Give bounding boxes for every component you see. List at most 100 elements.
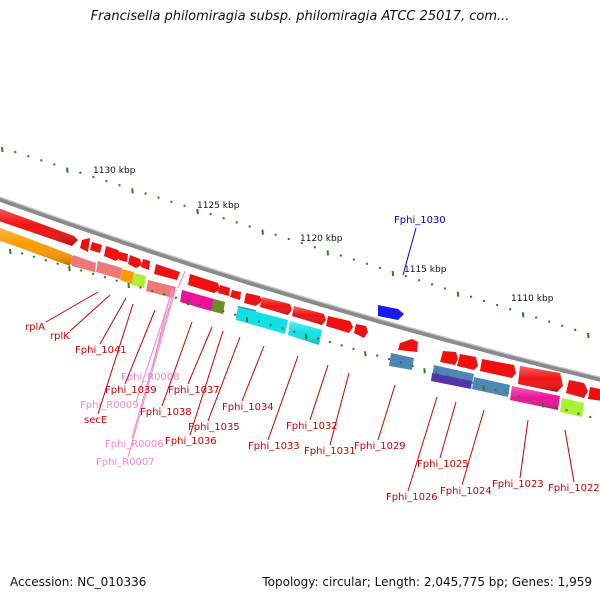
gene-label[interactable]: Fphi_1039 [105, 385, 157, 396]
cog-shade [288, 321, 322, 345]
gene-arrow[interactable] [440, 351, 458, 365]
tick-mark [157, 196, 160, 199]
label-leader-line [402, 227, 417, 276]
gene-arrow[interactable] [128, 255, 142, 268]
gene-label[interactable]: Fphi_R0008 [121, 372, 180, 383]
tick-mark [1, 146, 4, 153]
gene-arrow[interactable] [398, 339, 418, 352]
tick-mark [560, 324, 564, 327]
trna-leaders [127, 270, 186, 458]
tick-mark [430, 283, 434, 286]
gene-arrow[interactable] [188, 274, 220, 293]
gene-arrow[interactable] [326, 316, 353, 333]
tick-mark [222, 217, 225, 220]
gene-label[interactable]: Fphi_1026 [386, 492, 438, 503]
cog-segment-orange[interactable] [120, 269, 134, 284]
gene-labels: rplA rplK Fphi_1041 Fphi_R0008 Fphi_1039 Fphi… [25, 215, 600, 503]
gene-label[interactable]: Fphi_1041 [75, 345, 127, 356]
gene-arrow[interactable] [480, 359, 516, 378]
label-leader-line [241, 345, 265, 402]
scale-label: 1125 kbp [197, 201, 240, 211]
gene-arrow[interactable] [244, 293, 262, 306]
gene-arrow-blue[interactable] [378, 305, 404, 320]
cog-segment-salmon[interactable] [96, 261, 122, 279]
tick-mark [469, 295, 473, 299]
label-leader-line [189, 330, 224, 436]
tick-mark [313, 245, 317, 249]
gene-arrow[interactable] [566, 380, 588, 398]
cog-segment-purple[interactable] [431, 373, 472, 389]
gene-label[interactable]: Fphi_1023 [492, 479, 544, 490]
tick-mark [387, 357, 391, 361]
gene-label[interactable]: Fphi_1024 [440, 486, 492, 497]
cog-segment-steelblue[interactable] [472, 377, 510, 397]
genome-backbone [0, 196, 600, 382]
gene-arrow[interactable] [588, 387, 600, 402]
gene-label[interactable]: Fphi_1033 [248, 441, 300, 452]
label-leader-line [124, 309, 156, 385]
gene-arrow[interactable] [354, 324, 368, 338]
tick-mark [518, 395, 521, 398]
cog-segment-lime[interactable] [132, 273, 146, 288]
gene-label[interactable]: Fphi_1022 [548, 483, 600, 494]
cog-segment-olive[interactable] [211, 299, 225, 314]
tick-mark [79, 171, 82, 175]
label-leader-line [45, 291, 99, 323]
tick-mark [352, 258, 356, 261]
gene-label[interactable]: Fphi_1030 [394, 215, 446, 226]
tick-mark [482, 385, 485, 391]
scale-label: 1115 kbp [404, 265, 447, 275]
gene-arrow[interactable] [80, 238, 90, 252]
label-leader-line [519, 419, 529, 479]
gene-label[interactable]: Fphi_1032 [286, 421, 338, 432]
cog-segment-magenta[interactable] [180, 290, 214, 311]
cog-segment-lime[interactable] [560, 398, 584, 417]
gene-label[interactable]: Fphi_1038 [140, 407, 192, 418]
tick-mark [183, 204, 186, 208]
gene-arrow[interactable] [457, 354, 478, 370]
tick-mark [300, 241, 303, 245]
tick-mark [547, 320, 551, 323]
gene-arrow[interactable] [154, 264, 180, 280]
tick-mark [304, 334, 308, 340]
gene-label[interactable]: Fphi_1036 [165, 436, 217, 447]
gene-arrow[interactable] [230, 290, 241, 300]
gene-label[interactable]: Fphi_R0009 [80, 400, 139, 411]
tick-mark [391, 270, 395, 277]
cog-shade [510, 386, 560, 410]
gene-arrow-shade [292, 306, 326, 325]
gene-label[interactable]: Fphi_1035 [188, 422, 240, 433]
label-leader-line [564, 429, 575, 483]
gene-label[interactable]: secE [84, 415, 107, 426]
gene-arrow[interactable] [104, 246, 122, 261]
cog-segment-salmon[interactable] [70, 256, 96, 272]
cog-segment-cyan[interactable] [236, 307, 288, 334]
gene-label[interactable]: Fphi_1037 [168, 385, 220, 396]
tick-mark [103, 276, 107, 279]
tick-mark [222, 310, 225, 313]
gene-arrow[interactable] [119, 252, 128, 262]
gene-label[interactable]: Fphi_1031 [304, 446, 356, 457]
gene-arrow[interactable] [90, 242, 102, 253]
gene-label[interactable]: rplA [25, 322, 45, 333]
cog-segment-salmon[interactable] [146, 280, 176, 298]
tick-mark [80, 269, 83, 272]
gene-label[interactable]: Fphi_R0006 [105, 439, 164, 450]
genome-title: Francisella philomiragia subsp. philomir… [90, 9, 510, 24]
gene-label[interactable]: Fphi_1029 [354, 441, 406, 452]
tick-mark [144, 192, 147, 195]
gene-label[interactable]: Fphi_R0007 [96, 457, 155, 468]
tick-mark [423, 368, 426, 374]
tick-mark [44, 258, 47, 262]
gene-arrow-shade [0, 208, 78, 246]
gene-arrow[interactable] [218, 285, 230, 296]
gene-label[interactable]: rplK [50, 331, 70, 342]
label-leader-line [131, 289, 175, 439]
tick-mark [20, 252, 24, 255]
gene-arrow[interactable] [141, 259, 150, 270]
gene-track-plus [0, 208, 368, 338]
gene-label[interactable]: Fphi_1025 [417, 459, 469, 470]
cog-segment-steelblue[interactable] [432, 365, 474, 384]
tick-mark [170, 200, 173, 203]
gene-label[interactable]: Fphi_1034 [222, 402, 274, 413]
